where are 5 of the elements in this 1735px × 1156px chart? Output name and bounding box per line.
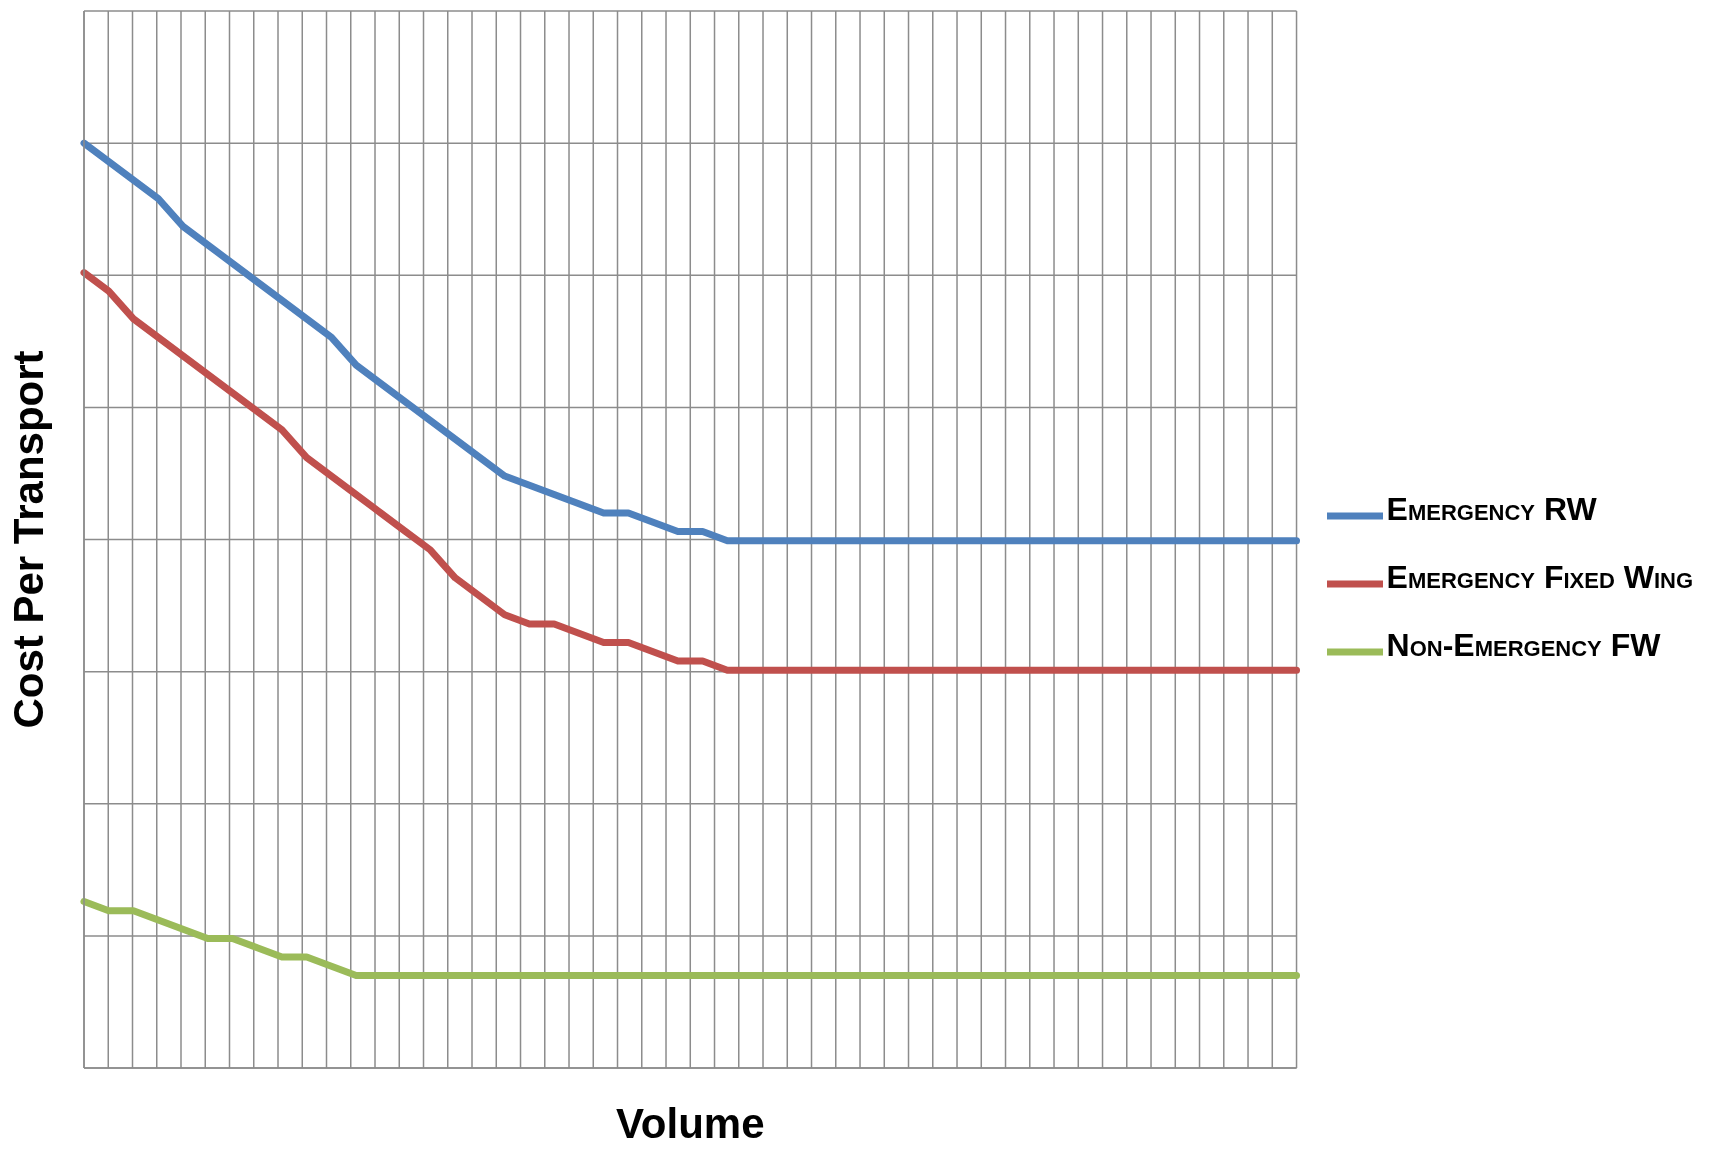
y-axis-title: Cost Per Transport <box>4 350 52 729</box>
legend-label: Emergency RW <box>1386 491 1597 528</box>
legend-label: Emergency Fixed Wing <box>1386 559 1693 596</box>
legend-label: Non-Emergency FW <box>1386 626 1661 663</box>
x-axis-title: Volume <box>615 1100 765 1147</box>
